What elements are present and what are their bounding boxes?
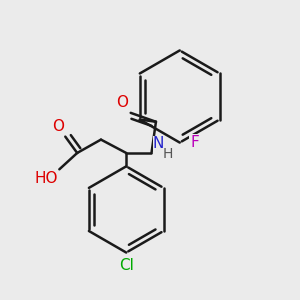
Text: O: O [52,119,64,134]
Text: N: N [153,136,164,152]
Text: HO: HO [34,171,58,186]
Text: H: H [163,148,173,161]
Text: Cl: Cl [119,258,134,273]
Text: F: F [190,135,199,150]
Text: O: O [116,95,128,110]
